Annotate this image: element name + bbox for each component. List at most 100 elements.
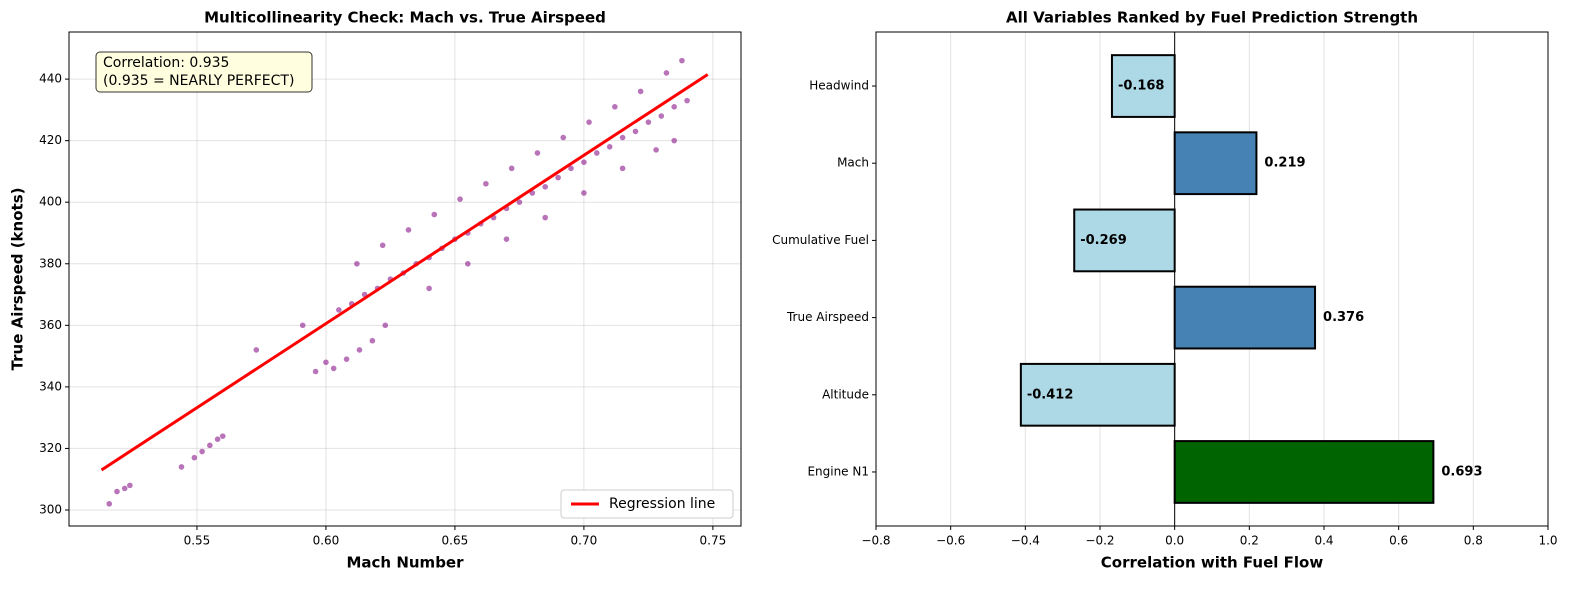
scatter-point: [323, 359, 329, 366]
legend-label: Regression line: [609, 496, 715, 512]
axes-frame: [68, 31, 742, 527]
y-tick-label: 400: [39, 195, 62, 209]
y-tick-label: Mach: [837, 156, 869, 170]
y-tick-label: 440: [39, 72, 62, 86]
y-tick-label: 360: [39, 318, 62, 332]
scatter-point: [586, 119, 592, 125]
value-label: -0.168: [1118, 79, 1165, 94]
scatter-point: [354, 260, 360, 267]
scatter-point: [127, 482, 133, 489]
x-tick-label: 0.60: [313, 534, 340, 548]
scatter-point: [619, 134, 626, 141]
scatter-point: [612, 103, 618, 110]
chart-title: All Variables Ranked by Fuel Prediction …: [1006, 9, 1418, 27]
scatter-point: [663, 70, 670, 76]
scatter-point: [619, 165, 626, 172]
x-tick-label: 0.65: [442, 534, 469, 548]
scatter-point: [382, 322, 389, 329]
scatter-point: [637, 88, 644, 95]
scatter-point: [568, 165, 574, 172]
scatter-point: [581, 190, 587, 196]
scatter-point: [671, 137, 677, 144]
y-axis-label: True Airspeed (knots): [9, 188, 27, 371]
scatter-point: [330, 365, 337, 372]
scatter-point: [343, 356, 350, 362]
scatter-point: [653, 147, 659, 153]
scatter-point: [560, 134, 567, 141]
scatter-point: [253, 347, 260, 353]
bar: [1173, 131, 1258, 196]
x-tick-label: 0.6: [1389, 534, 1408, 548]
scatter-point: [679, 57, 685, 64]
x-tick-label: 0.0: [1165, 534, 1184, 548]
scatter-point: [516, 199, 523, 206]
scatter-point: [645, 119, 652, 125]
x-tick-label: 0.75: [700, 534, 727, 548]
scatter-point: [356, 347, 363, 353]
y-tick-label: True Airspeed: [786, 310, 869, 324]
x-tick-label: −0.2: [1085, 534, 1114, 548]
x-tick-label: 0.70: [571, 534, 598, 548]
regression-line: [100, 73, 709, 472]
annotation-text: (0.935 = NEARLY PERFECT): [103, 73, 294, 89]
legend-box: [560, 489, 734, 519]
scatter-point: [219, 433, 226, 439]
scatter-point: [426, 285, 432, 292]
scatter-point: [593, 150, 600, 156]
scatter-point: [405, 227, 412, 233]
scatter-point: [199, 448, 205, 455]
y-tick-label: Headwind: [809, 79, 869, 93]
scatter-point: [114, 488, 120, 495]
y-tick-label: 300: [39, 502, 62, 516]
value-label: 0.693: [1441, 464, 1482, 479]
bar: [1073, 208, 1176, 273]
value-label: -0.412: [1027, 387, 1074, 402]
scatter-point: [299, 322, 306, 329]
annotation-text: Correlation: 0.935: [103, 55, 229, 71]
x-axis-label: Mach Number: [346, 554, 464, 572]
x-axis-label: Correlation with Fuel Flow: [1101, 554, 1324, 572]
scatter-point: [508, 165, 515, 172]
scatter-point: [632, 128, 639, 135]
x-tick-label: 0.2: [1240, 534, 1259, 548]
scatter-point: [191, 454, 198, 461]
value-label: 0.376: [1323, 310, 1364, 325]
scatter-point: [207, 442, 213, 449]
x-tick-label: 0.55: [184, 534, 211, 548]
axes-frame: [875, 31, 1549, 527]
y-tick-label: 380: [39, 256, 62, 270]
y-tick-label: 420: [39, 133, 62, 147]
y-tick-label: Altitude: [822, 387, 869, 401]
scatter-point: [465, 260, 471, 267]
scatter-point: [581, 159, 587, 165]
scatter-point: [483, 180, 489, 187]
scatter-point: [606, 144, 613, 150]
y-tick-label: 340: [39, 379, 62, 393]
annotation-box: [95, 51, 313, 93]
scatter-point: [214, 436, 221, 443]
scatter-point: [431, 211, 438, 218]
bar: [1173, 285, 1317, 350]
scatter-point: [658, 113, 665, 119]
bar: [1173, 440, 1435, 504]
value-label: -0.269: [1080, 233, 1127, 248]
scatter-point: [542, 184, 549, 190]
bar: [1110, 54, 1176, 118]
scatter-point: [457, 196, 463, 202]
y-tick-label: Cumulative Fuel: [772, 233, 869, 247]
x-tick-label: −0.4: [1011, 534, 1040, 548]
value-label: 0.219: [1264, 156, 1305, 171]
y-tick-label: 320: [39, 441, 62, 455]
scatter-point: [312, 368, 319, 375]
chart-title: Multicollinearity Check: Mach vs. True A…: [204, 9, 606, 27]
scatter-point: [503, 236, 510, 242]
scatter-point: [379, 242, 386, 249]
scatter-point: [336, 307, 342, 313]
scatter-point: [369, 337, 376, 344]
scatter-point: [106, 501, 113, 507]
x-tick-label: 1.0: [1538, 534, 1557, 548]
y-tick-label: Engine N1: [807, 464, 869, 478]
scatter-point: [555, 174, 561, 181]
scatter-point: [671, 103, 677, 110]
